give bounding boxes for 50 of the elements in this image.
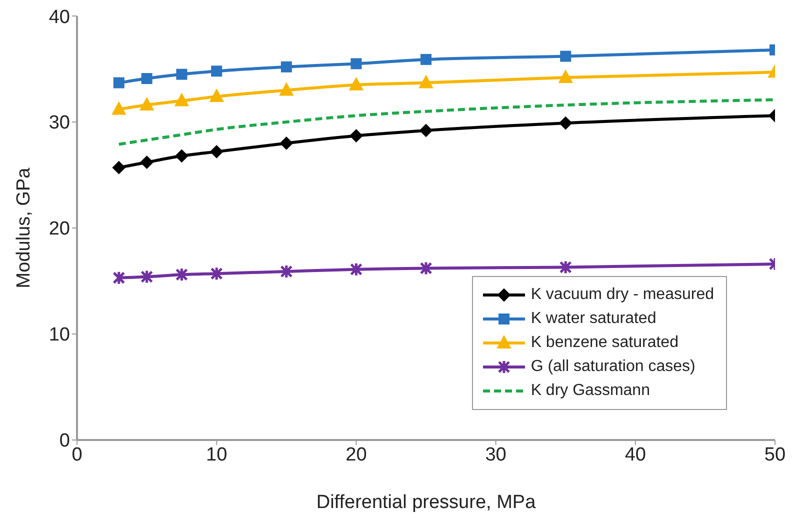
legend-label: K vacuum dry - measured (530, 286, 714, 304)
point (559, 260, 572, 274)
y-tick-label: 30 (48, 112, 70, 134)
legend-label: K dry Gassmann (530, 382, 650, 400)
y-axis-title: Modulus, GPa (14, 167, 35, 288)
point (210, 145, 224, 158)
point (558, 70, 573, 83)
x-axis-title: Differential pressure, MPa (316, 492, 536, 513)
point (419, 75, 433, 88)
point (113, 77, 124, 88)
point (280, 136, 293, 150)
point (280, 264, 293, 279)
point (176, 68, 188, 80)
y-tick-label: 0 (59, 430, 70, 452)
point (350, 129, 363, 142)
point (211, 66, 222, 77)
x-tick-label: 20 (346, 444, 367, 466)
point (174, 93, 189, 106)
legend-label: G (all saturation cases) (530, 358, 696, 376)
point (210, 89, 224, 102)
x-tick-label: 10 (206, 444, 228, 466)
point (175, 267, 188, 282)
point (349, 77, 364, 90)
x-tick-label: 50 (764, 444, 786, 466)
point (350, 262, 362, 277)
point (559, 116, 572, 130)
legend-label: K water saturated (530, 310, 656, 328)
x-tick-label: 30 (485, 444, 506, 466)
point (420, 124, 432, 137)
y-tick-label: 10 (48, 324, 70, 346)
point (420, 54, 432, 65)
point (112, 161, 126, 174)
point (175, 149, 188, 162)
y-tick-label: 20 (48, 218, 70, 240)
point (350, 58, 362, 70)
point (279, 82, 294, 96)
line-series (117, 98, 775, 146)
point (210, 266, 223, 281)
point (420, 261, 432, 276)
x-tick-label: 40 (624, 444, 646, 466)
point (140, 270, 154, 284)
point (112, 102, 126, 115)
y-tick-label: 40 (48, 6, 70, 28)
legend-label: K benzene saturated (530, 334, 678, 352)
point (140, 156, 154, 169)
point (280, 61, 292, 72)
point (141, 73, 152, 84)
point (112, 270, 126, 286)
point (560, 50, 572, 62)
point (140, 98, 154, 111)
